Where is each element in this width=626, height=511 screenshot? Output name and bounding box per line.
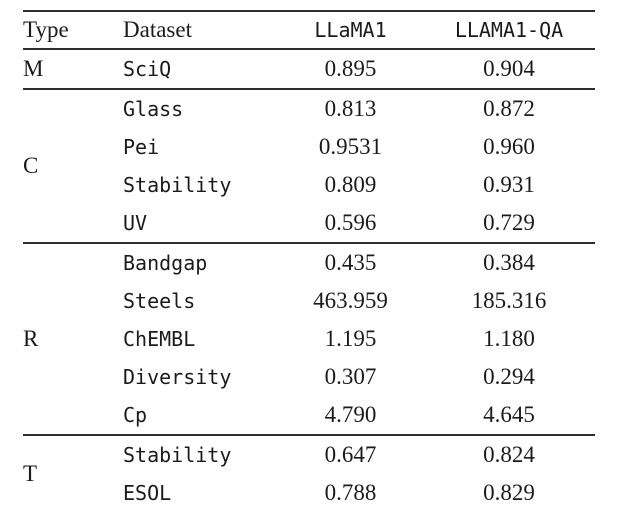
type-cell: M — [23, 49, 123, 90]
llama1-value-cell: 0.813 — [324, 96, 377, 121]
llama1-qa-value-cell: 0.729 — [423, 204, 595, 244]
table-row: UV 0.596 0.729 — [23, 204, 595, 244]
llama1-qa-value-cell: 0.384 — [483, 250, 535, 275]
column-header-dataset: Dataset — [123, 11, 278, 50]
dataset-cell: Cp — [123, 396, 278, 436]
dataset-cell: ESOL — [123, 474, 278, 511]
dataset-cell: Stability — [123, 173, 232, 197]
llama1-value-cell: 0.788 — [278, 474, 423, 511]
type-cell: T — [23, 435, 123, 511]
column-header-llama1-qa: LLAMA1-QA — [423, 11, 595, 50]
llama1-qa-value-cell: 0.960 — [483, 134, 535, 159]
table-row: M SciQ 0.895 0.904 — [23, 49, 595, 90]
table-row: C Glass 0.813 0.872 — [23, 89, 595, 244]
llama1-value-cell: 0.895 — [278, 49, 423, 90]
dataset-cell: ChEMBL — [123, 327, 196, 351]
llama1-value-cell: 4.790 — [278, 396, 423, 436]
table-row: ESOL 0.788 0.829 — [23, 474, 595, 511]
llama1-qa-value-cell: 185.316 — [471, 288, 547, 313]
table-row: ChEMBL 1.195 1.180 — [23, 320, 595, 358]
llama1-value-cell: 0.307 — [324, 364, 377, 389]
dataset-cell: UV — [123, 204, 278, 244]
table-row: Steels 463.959 185.316 — [23, 282, 595, 320]
table-row: Pei 0.9531 0.960 — [23, 128, 595, 166]
llama1-value-cell: 1.195 — [324, 326, 377, 351]
llama1-value-cell: 463.959 — [313, 288, 388, 313]
llama1-qa-value-cell: 0.824 — [483, 442, 535, 467]
dataset-cell: Glass — [123, 97, 184, 121]
table-row: Cp 4.790 4.645 — [23, 396, 595, 436]
llama1-qa-value-cell: 4.645 — [423, 396, 595, 436]
llama1-qa-value-cell: 0.904 — [423, 49, 595, 90]
dataset-cell: Bandgap — [123, 251, 208, 275]
table-row: R Bandgap 0.435 0.384 — [23, 243, 595, 436]
dataset-cell: Diversity — [123, 365, 232, 389]
llama1-value-cell: 0.596 — [278, 204, 423, 244]
table-row: Stability 0.809 0.931 — [23, 166, 595, 204]
type-cell: R — [23, 243, 123, 436]
llama1-value-cell: 0.647 — [324, 442, 377, 467]
header-row: Type Dataset LLaMA1 LLAMA1-QA — [23, 11, 595, 50]
dataset-cell: Pei — [123, 135, 160, 159]
benchmark-results-table: Type Dataset LLaMA1 LLAMA1-QA M SciQ 0.895… — [23, 10, 595, 511]
table-body: M SciQ 0.895 0.904 C Glass 0.813 0.872 Pei 0.9531… — [23, 49, 595, 511]
table-row: T Stability 0.647 0.824 — [23, 435, 595, 511]
column-header-llama1: LLaMA1 — [278, 11, 423, 50]
llama1-qa-value-cell: 0.872 — [483, 96, 535, 121]
column-header-type: Type — [23, 11, 123, 50]
llama1-qa-value-cell: 0.829 — [423, 474, 595, 511]
dataset-cell: SciQ — [123, 49, 278, 90]
table-row: Diversity 0.307 0.294 — [23, 358, 595, 396]
type-cell: C — [23, 89, 123, 244]
llama1-value-cell: 0.809 — [324, 172, 377, 197]
llama1-qa-value-cell: 0.931 — [483, 172, 535, 197]
llama1-qa-value-cell: 0.294 — [483, 364, 535, 389]
table-header: Type Dataset LLaMA1 LLAMA1-QA — [23, 11, 595, 50]
llama1-value-cell: 0.435 — [324, 250, 377, 275]
dataset-cell: Steels — [123, 289, 196, 313]
llama1-qa-value-cell: 1.180 — [483, 326, 535, 351]
dataset-cell: Stability — [123, 443, 232, 467]
llama1-value-cell: 0.9531 — [318, 134, 383, 159]
